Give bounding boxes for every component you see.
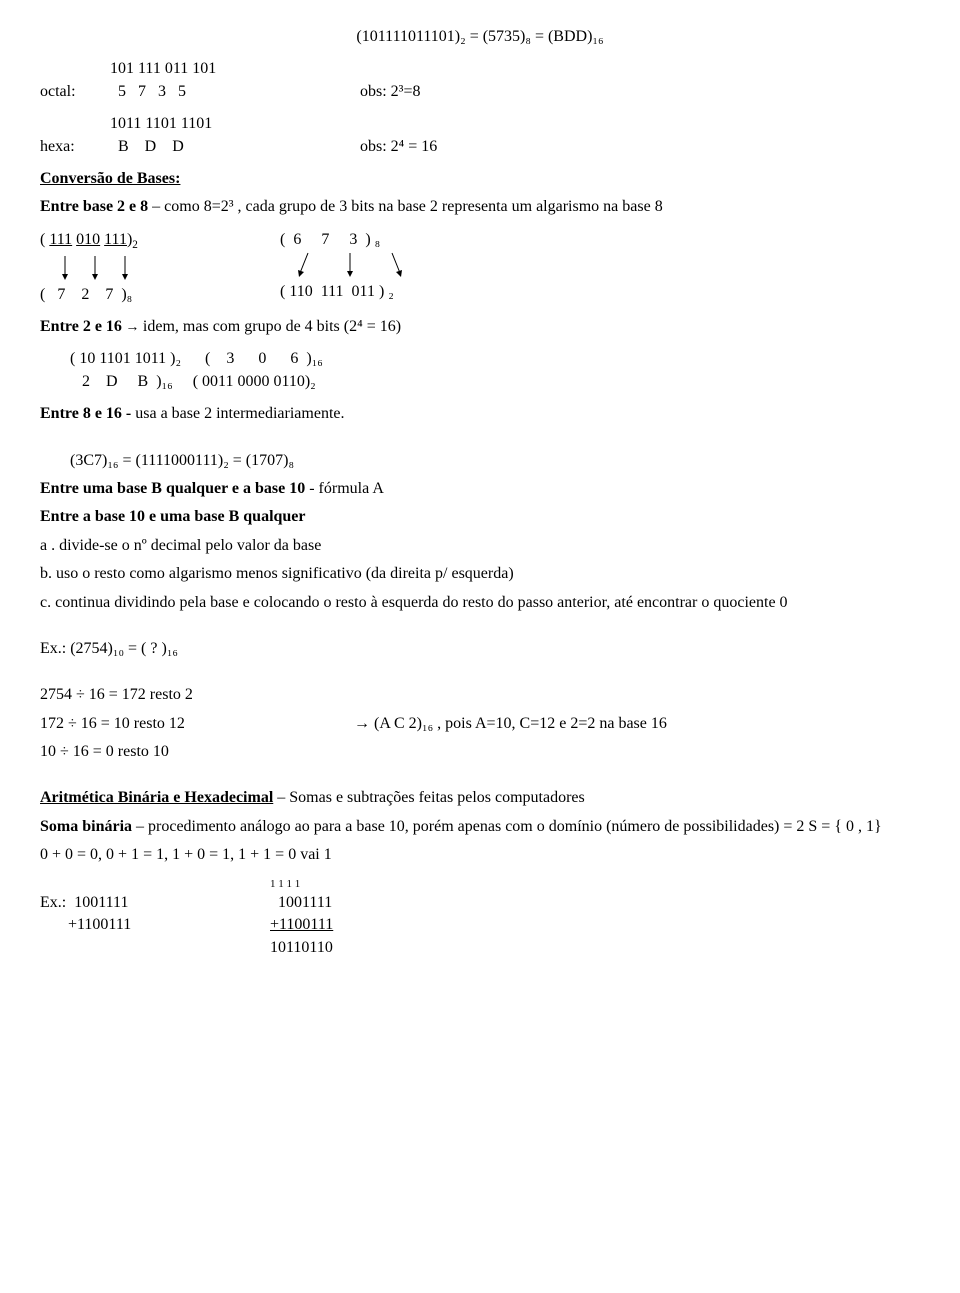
soma-example: 1 1 1 1 Ex.: 1001111 1001111 +1100111 +1… — [40, 877, 920, 960]
d2-l2: 2 D B )₁₆ ( 0011 0000 0110)₂ — [70, 371, 920, 393]
d1-right-bot: ( 110 111 011 ) ₂ — [280, 281, 440, 303]
ex-2754-r2a: 172 ÷ 16 = 10 resto 12 — [40, 713, 350, 735]
diagram-2-16: ( 10 1101 1011 )₂ ( 3 0 6 )₁₆ 2 D B )₁₆ … — [40, 348, 920, 393]
d1-right-arrows — [280, 251, 440, 281]
conv-8-16-title: Entre 8 e 16 - — [40, 405, 131, 422]
conversao-title: Conversão de Bases: — [40, 170, 180, 187]
soma-title: Soma binária — [40, 818, 132, 835]
hexa-binary: 1011 1101 1101 — [110, 113, 360, 135]
conv-2-8-desc: – como 8=2³ , cada grupo de 3 bits na ba… — [148, 198, 663, 215]
ex-2754-r2b: → (A C 2)₁₆ , pois A=10, C=12 e 2=2 na b… — [354, 715, 667, 732]
octal-obs: obs: 2³=8 — [360, 81, 421, 103]
conv-10-B-title: Entre a base 10 e uma base B qualquer — [40, 506, 920, 528]
conv-B-10-title: Entre uma base B qualquer e a base 10 — [40, 480, 305, 497]
hexa-obs: obs: 2⁴ = 16 — [360, 136, 437, 158]
soma-carry: 1 1 1 1 — [270, 877, 300, 892]
step-b: b. uso o resto como algarismo menos sign… — [40, 563, 920, 585]
d1-right-top: ( 6 7 3 ) ₈ — [280, 229, 440, 251]
arith-desc: – Somas e subtrações feitas pelos comput… — [273, 789, 584, 806]
hexa-block: 1011 1101 1101 hexa: B D D obs: 2⁴ = 16 — [40, 113, 920, 158]
soma-ex-l1a: Ex.: 1001111 — [40, 892, 270, 914]
conv-2-8-title: Entre base 2 e 8 — [40, 198, 148, 215]
conv-2-16-title: Entre 2 e 16 — [40, 318, 122, 335]
d1-left-top: ( 111 010 111)2 — [40, 229, 160, 254]
octal-label: octal: — [40, 81, 110, 103]
octal-block: 101 111 011 101 octal: 5 7 3 5 obs: 2³=8 — [40, 58, 920, 103]
ex-3c7: (3C7)₁₆ = (1111000111)₂ = (1707)₈ — [40, 450, 920, 472]
header-equation: (101111011101)₂ = (5735)₈ = (BDD)₁₆ — [40, 26, 920, 48]
soma-ex-l3: 10110110 — [270, 937, 333, 959]
d1-left-arrows — [40, 254, 160, 284]
octal-binary: 101 111 011 101 — [110, 58, 360, 80]
hexa-label: hexa: — [40, 136, 110, 158]
ex-2754-r3: 10 ÷ 16 = 0 resto 10 — [40, 741, 920, 763]
octal-digits: 5 7 3 5 — [110, 81, 360, 103]
soma-desc: – procedimento análogo ao para a base 10… — [132, 818, 882, 835]
soma-ex-l1b: 1001111 — [270, 892, 332, 914]
d2-l1: ( 10 1101 1011 )₂ ( 3 0 6 )₁₆ — [70, 348, 920, 370]
step-c: c. continua dividindo pela base e coloca… — [40, 592, 920, 614]
conv-2-16-desc: idem, mas com grupo de 4 bits (2⁴ = 16) — [143, 318, 401, 335]
arrow-icon: → — [122, 320, 143, 335]
ex-2754-r1: 2754 ÷ 16 = 172 resto 2 — [40, 684, 920, 706]
arith-title: Aritmética Binária e Hexadecimal — [40, 789, 273, 806]
d1-left-bot: ( 7 2 7 )₈ — [40, 284, 160, 306]
ex-2754: Ex.: (2754)₁₀ = ( ? )₁₆ — [40, 638, 920, 660]
diagram-2-8: ( 111 010 111)2 ( 7 2 7 )₈ ( 6 7 3 ) ₈ (… — [40, 229, 920, 306]
step-a: a . divide-se o nº decimal pelo valor da… — [40, 535, 920, 557]
soma-rules: 0 + 0 = 0, 0 + 1 = 1, 1 + 0 = 1, 1 + 1 =… — [40, 844, 920, 866]
hexa-digits: B D D — [110, 136, 360, 158]
conv-B-10-desc: - fórmula A — [305, 480, 384, 497]
conv-8-16-desc: usa a base 2 intermediariamente. — [131, 405, 344, 422]
soma-ex-l2a: +1100111 — [40, 914, 270, 936]
soma-ex-l2b: +1100111 — [270, 914, 333, 936]
